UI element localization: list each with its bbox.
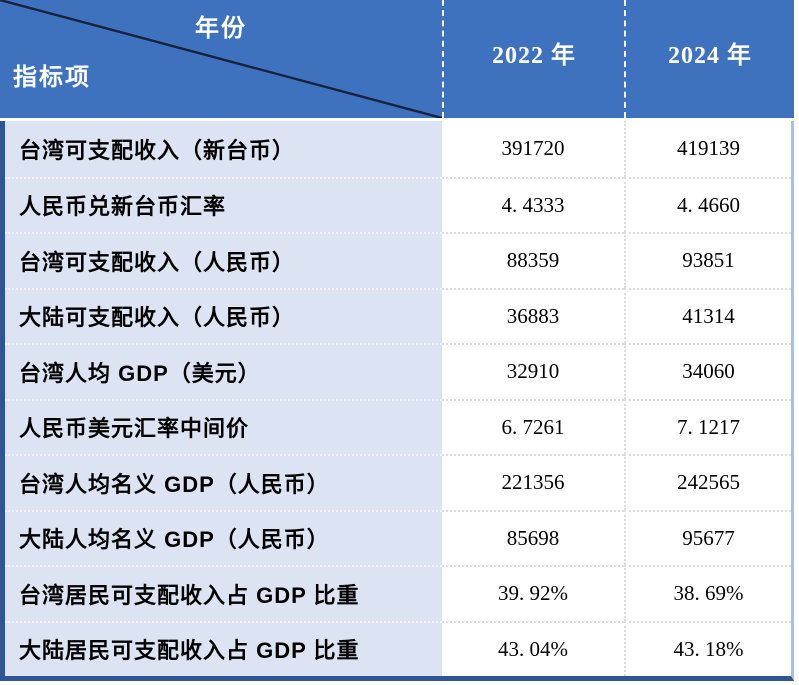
- value-2024-cell: 93851: [624, 232, 791, 288]
- table-row: 台湾可支配收入（新台币） 391720 419139: [5, 121, 791, 177]
- table-row: 台湾居民可支配收入占 GDP 比重 39. 92% 38. 69%: [5, 565, 791, 621]
- value-2022-cell: 221356: [442, 454, 624, 510]
- indicator-label-cell: 大陆居民可支配收入占 GDP 比重: [5, 620, 442, 676]
- indicator-label-cell: 台湾人均名义 GDP（人民币）: [5, 454, 442, 510]
- value-2024-cell: 43. 18%: [624, 620, 791, 676]
- value-2022-cell: 36883: [442, 287, 624, 343]
- header-indicator-axis-label: 指标项: [13, 64, 91, 91]
- header-year-axis-label: 年份: [195, 15, 247, 42]
- table-row: 人民币兑新台币汇率 4. 4333 4. 4660: [5, 176, 791, 232]
- value-2022-cell: 88359: [442, 232, 624, 288]
- table-header-row: 年份 指标项 2022 年 2024 年: [0, 0, 794, 118]
- header-corner-cell: 年份 指标项: [0, 0, 442, 118]
- indicator-label-cell: 台湾可支配收入（人民币）: [5, 232, 442, 288]
- value-2022-cell: 6. 7261: [442, 398, 624, 454]
- value-2024-cell: 242565: [624, 454, 791, 510]
- value-2022-cell: 4. 4333: [442, 176, 624, 232]
- column-header-2024: 2024 年: [624, 0, 794, 118]
- value-2022-cell: 43. 04%: [442, 620, 624, 676]
- value-2024-cell: 34060: [624, 343, 791, 399]
- table-row: 大陆可支配收入（人民币） 36883 41314: [5, 287, 791, 343]
- indicator-label-cell: 台湾居民可支配收入占 GDP 比重: [5, 565, 442, 621]
- value-2024-cell: 4. 4660: [624, 176, 791, 232]
- indicator-label-cell: 台湾人均 GDP（美元）: [5, 343, 442, 399]
- value-2024-cell: 41314: [624, 287, 791, 343]
- value-2022-cell: 32910: [442, 343, 624, 399]
- indicator-label-cell: 人民币美元汇率中间价: [5, 398, 442, 454]
- value-2024-cell: 95677: [624, 509, 791, 565]
- indicator-label-cell: 大陆人均名义 GDP（人民币）: [5, 509, 442, 565]
- table-row: 台湾人均名义 GDP（人民币） 221356 242565: [5, 454, 791, 510]
- indicator-label-cell: 大陆可支配收入（人民币）: [5, 287, 442, 343]
- diagonal-divider-line: [0, 0, 442, 118]
- table-body: 台湾可支配收入（新台币） 391720 419139 人民币兑新台币汇率 4. …: [0, 121, 794, 681]
- table-row: 台湾人均 GDP（美元） 32910 34060: [5, 343, 791, 399]
- column-header-2022: 2022 年: [442, 0, 624, 118]
- table-row: 大陆人均名义 GDP（人民币） 85698 95677: [5, 509, 791, 565]
- table-row: 台湾可支配收入（人民币） 88359 93851: [5, 232, 791, 288]
- value-2024-cell: 419139: [624, 121, 791, 177]
- value-2022-cell: 39. 92%: [442, 565, 624, 621]
- indicator-label-cell: 台湾可支配收入（新台币）: [5, 121, 442, 177]
- value-2022-cell: 391720: [442, 121, 624, 177]
- value-2024-cell: 38. 69%: [624, 565, 791, 621]
- value-2022-cell: 85698: [442, 509, 624, 565]
- indicator-label-cell: 人民币兑新台币汇率: [5, 176, 442, 232]
- table-row: 大陆居民可支配收入占 GDP 比重 43. 04% 43. 18%: [5, 620, 791, 676]
- value-2024-cell: 7. 1217: [624, 398, 791, 454]
- table-row: 人民币美元汇率中间价 6. 7261 7. 1217: [5, 398, 791, 454]
